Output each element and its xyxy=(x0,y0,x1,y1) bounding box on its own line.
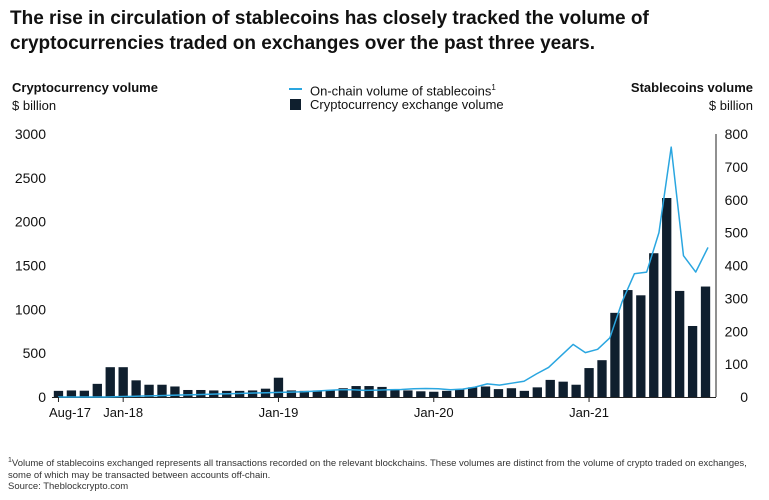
y-right-tick-label: 600 xyxy=(725,192,749,208)
left-axis-unit: $ billion xyxy=(12,98,57,113)
bar xyxy=(364,386,374,397)
y-left-tick-label: 3000 xyxy=(15,126,46,142)
legend-line-swatch xyxy=(289,88,302,90)
bar xyxy=(351,386,361,397)
y-left-tick-label: 1000 xyxy=(15,301,46,317)
bar xyxy=(92,383,102,397)
bar xyxy=(429,391,439,397)
source-text: Source: Theblockcrypto.com xyxy=(8,481,129,493)
bar xyxy=(442,390,452,397)
bar xyxy=(519,390,530,397)
x-tick-label: Jan-20 xyxy=(414,405,454,420)
chart-title: The rise in circulation of stablecoins h… xyxy=(10,8,649,54)
left-axis-title: Cryptocurrency volume xyxy=(12,80,158,95)
bar xyxy=(105,367,115,397)
bar xyxy=(674,290,685,397)
bar xyxy=(623,290,633,397)
y-right-tick-label: 400 xyxy=(725,258,749,274)
y-right-tick-label: 700 xyxy=(725,159,749,175)
y-right-tick-label: 0 xyxy=(740,389,748,405)
x-tick-label: Aug-17 xyxy=(49,405,91,420)
bar xyxy=(584,368,594,397)
right-axis-title: Stablecoins volume xyxy=(630,80,753,95)
bar xyxy=(610,312,620,397)
y-right-tick-label: 300 xyxy=(725,290,749,306)
bar xyxy=(66,390,77,397)
bar xyxy=(493,389,504,397)
bar xyxy=(649,253,659,397)
y-right-tick-label: 800 xyxy=(725,126,749,142)
bar xyxy=(597,360,607,397)
bar xyxy=(273,377,284,397)
bar xyxy=(403,390,413,397)
y-left-tick-label: 1500 xyxy=(15,258,46,274)
bar xyxy=(286,390,297,397)
bar xyxy=(312,390,322,397)
bar xyxy=(325,389,335,397)
bar xyxy=(687,325,698,397)
bar xyxy=(338,388,348,397)
legend-bar-label: Cryptocurrency exchange volume xyxy=(310,97,504,112)
bar xyxy=(558,381,568,397)
x-tick-label: Jan-21 xyxy=(569,405,609,420)
bar xyxy=(299,390,310,397)
bar xyxy=(571,384,581,397)
stablecoin-line xyxy=(58,146,709,398)
bar xyxy=(196,389,206,397)
y-left-tick-label: 2000 xyxy=(15,214,46,230)
bar xyxy=(700,286,711,397)
right-axis-unit: $ billion xyxy=(708,98,753,113)
bar xyxy=(131,380,141,397)
legend-line-label: On-chain volume of stablecoins1 xyxy=(310,83,496,99)
bar xyxy=(545,379,555,397)
bar xyxy=(377,386,387,397)
bar xyxy=(183,389,193,397)
bar xyxy=(532,387,542,397)
legend-bar-swatch xyxy=(290,99,301,110)
y-right-tick-label: 200 xyxy=(725,323,749,339)
footnote-text: 1Volume of stablecoins exchanged represe… xyxy=(8,457,747,481)
y-left-tick-label: 2500 xyxy=(15,170,46,186)
bar xyxy=(662,198,672,397)
x-tick-label: Jan-19 xyxy=(259,405,299,420)
y-right-tick-label: 100 xyxy=(725,356,749,372)
bar xyxy=(157,384,167,397)
bar xyxy=(53,390,64,397)
bar xyxy=(467,387,478,397)
bar xyxy=(416,391,426,397)
bar xyxy=(144,384,154,397)
bar xyxy=(79,390,90,397)
bar xyxy=(170,386,180,397)
y-right-tick-label: 500 xyxy=(725,225,749,241)
bar xyxy=(118,367,128,397)
y-left-tick-label: 0 xyxy=(38,389,46,405)
x-tick-label: Jan-18 xyxy=(103,405,143,420)
bar xyxy=(506,388,517,397)
bar xyxy=(636,295,646,397)
bar xyxy=(454,389,465,397)
footnote: 1Volume of stablecoins exchanged represe… xyxy=(8,455,763,493)
y-left-tick-label: 500 xyxy=(23,345,47,361)
bar xyxy=(390,389,400,397)
bar xyxy=(480,386,491,397)
